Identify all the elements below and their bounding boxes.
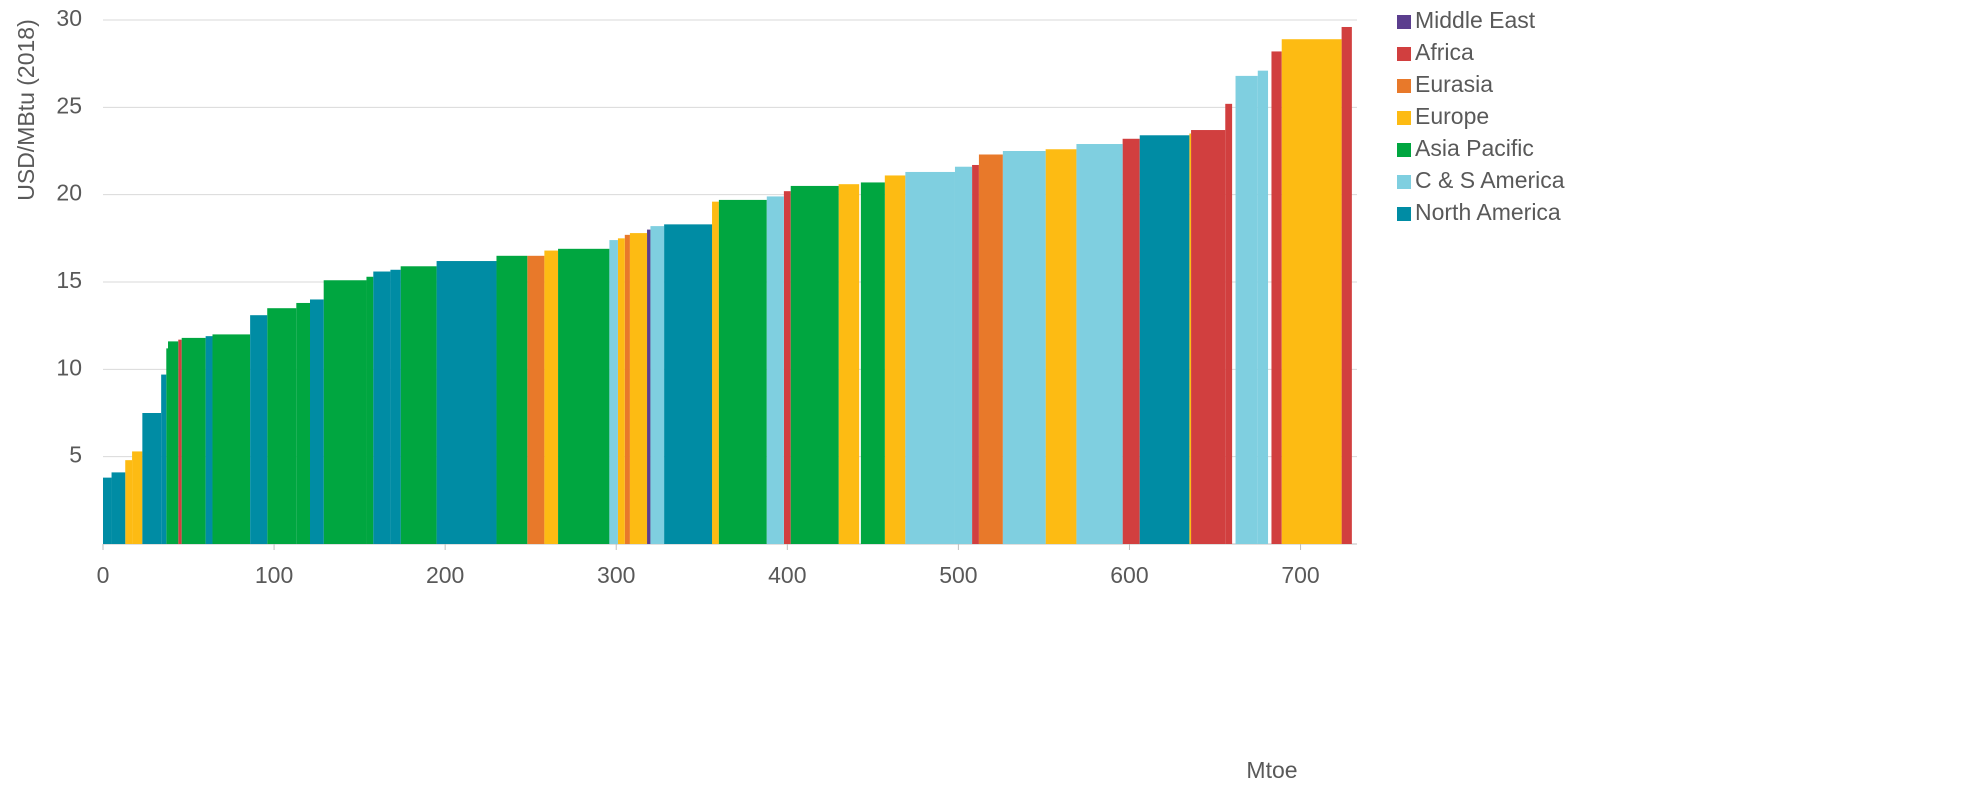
bar <box>790 185 839 544</box>
bar <box>954 166 973 544</box>
x-tick-label: 400 <box>768 562 806 588</box>
x-tick-label: 100 <box>255 562 293 588</box>
y-tick-label: 25 <box>56 92 82 118</box>
legend-swatch <box>1397 175 1411 189</box>
legend-swatch <box>1397 207 1411 221</box>
bar <box>1189 133 1192 545</box>
bar <box>783 191 791 544</box>
x-tick-label: 700 <box>1281 562 1319 588</box>
bar <box>838 184 860 545</box>
x-tick-label: 200 <box>426 562 464 588</box>
bar <box>624 234 630 544</box>
bar <box>664 224 713 545</box>
bar <box>323 280 367 544</box>
bar <box>884 175 906 544</box>
legend-label: Europe <box>1415 103 1489 129</box>
bar <box>766 196 784 544</box>
legend-swatch <box>1397 111 1411 125</box>
y-tick-label: 10 <box>56 354 82 380</box>
bar <box>972 164 979 544</box>
x-tick-label: 300 <box>597 562 635 588</box>
bar <box>558 248 610 544</box>
y-tick-label: 30 <box>56 5 82 31</box>
legend-swatch <box>1397 79 1411 93</box>
bar <box>310 299 324 544</box>
bar <box>267 308 297 544</box>
bar <box>629 233 648 545</box>
y-axis-label: USD/MBtu (2018) <box>13 19 39 201</box>
legend-label: Eurasia <box>1415 71 1493 97</box>
bar <box>712 201 719 545</box>
bar <box>103 477 112 544</box>
bar <box>1002 151 1046 544</box>
bar <box>161 374 167 544</box>
bar <box>544 250 559 544</box>
bar <box>205 336 213 544</box>
legend-label: North America <box>1415 199 1561 225</box>
legend-label: Middle East <box>1415 7 1536 33</box>
bar <box>166 348 169 544</box>
bar <box>978 154 1003 544</box>
bar <box>527 255 545 545</box>
bar <box>400 266 437 544</box>
bar <box>373 271 391 544</box>
bar <box>132 451 143 544</box>
bar <box>142 413 162 544</box>
bar <box>1257 70 1269 545</box>
legend-swatch <box>1397 15 1411 29</box>
bar <box>1225 103 1233 544</box>
x-axis-label: Mtoe <box>1246 757 1297 783</box>
bar <box>181 337 206 544</box>
legend-label: Asia Pacific <box>1415 135 1534 161</box>
bar <box>296 302 311 544</box>
bar <box>496 255 528 545</box>
legend-label: Africa <box>1415 39 1474 65</box>
bar <box>168 341 179 544</box>
bar <box>178 339 182 544</box>
bar <box>647 229 651 544</box>
bar <box>1235 75 1258 544</box>
x-tick-label: 0 <box>97 562 110 588</box>
legend-swatch <box>1397 143 1411 157</box>
bar <box>250 315 268 544</box>
x-tick-label: 500 <box>939 562 977 588</box>
bar <box>366 276 374 544</box>
bar <box>905 171 955 544</box>
legend-swatch <box>1397 47 1411 61</box>
bar <box>125 460 133 544</box>
bar <box>1281 39 1342 545</box>
bar <box>390 269 401 544</box>
bar <box>718 199 767 544</box>
y-tick-label: 5 <box>69 442 82 468</box>
x-tick-label: 600 <box>1110 562 1148 588</box>
bar <box>1076 144 1123 544</box>
bar <box>650 226 665 544</box>
bar <box>212 334 251 544</box>
bar <box>1139 135 1190 544</box>
bar <box>609 240 618 544</box>
y-tick-label: 15 <box>56 267 82 293</box>
bar <box>860 182 885 544</box>
y-tick-label: 20 <box>56 180 82 206</box>
bar <box>1045 149 1077 544</box>
bar <box>1271 51 1282 544</box>
bar <box>436 261 497 544</box>
bar <box>1122 138 1140 545</box>
bar <box>1341 26 1352 544</box>
bar <box>111 472 126 544</box>
bar <box>617 238 625 545</box>
legend-label: C & S America <box>1415 167 1565 193</box>
bar <box>1191 130 1226 545</box>
